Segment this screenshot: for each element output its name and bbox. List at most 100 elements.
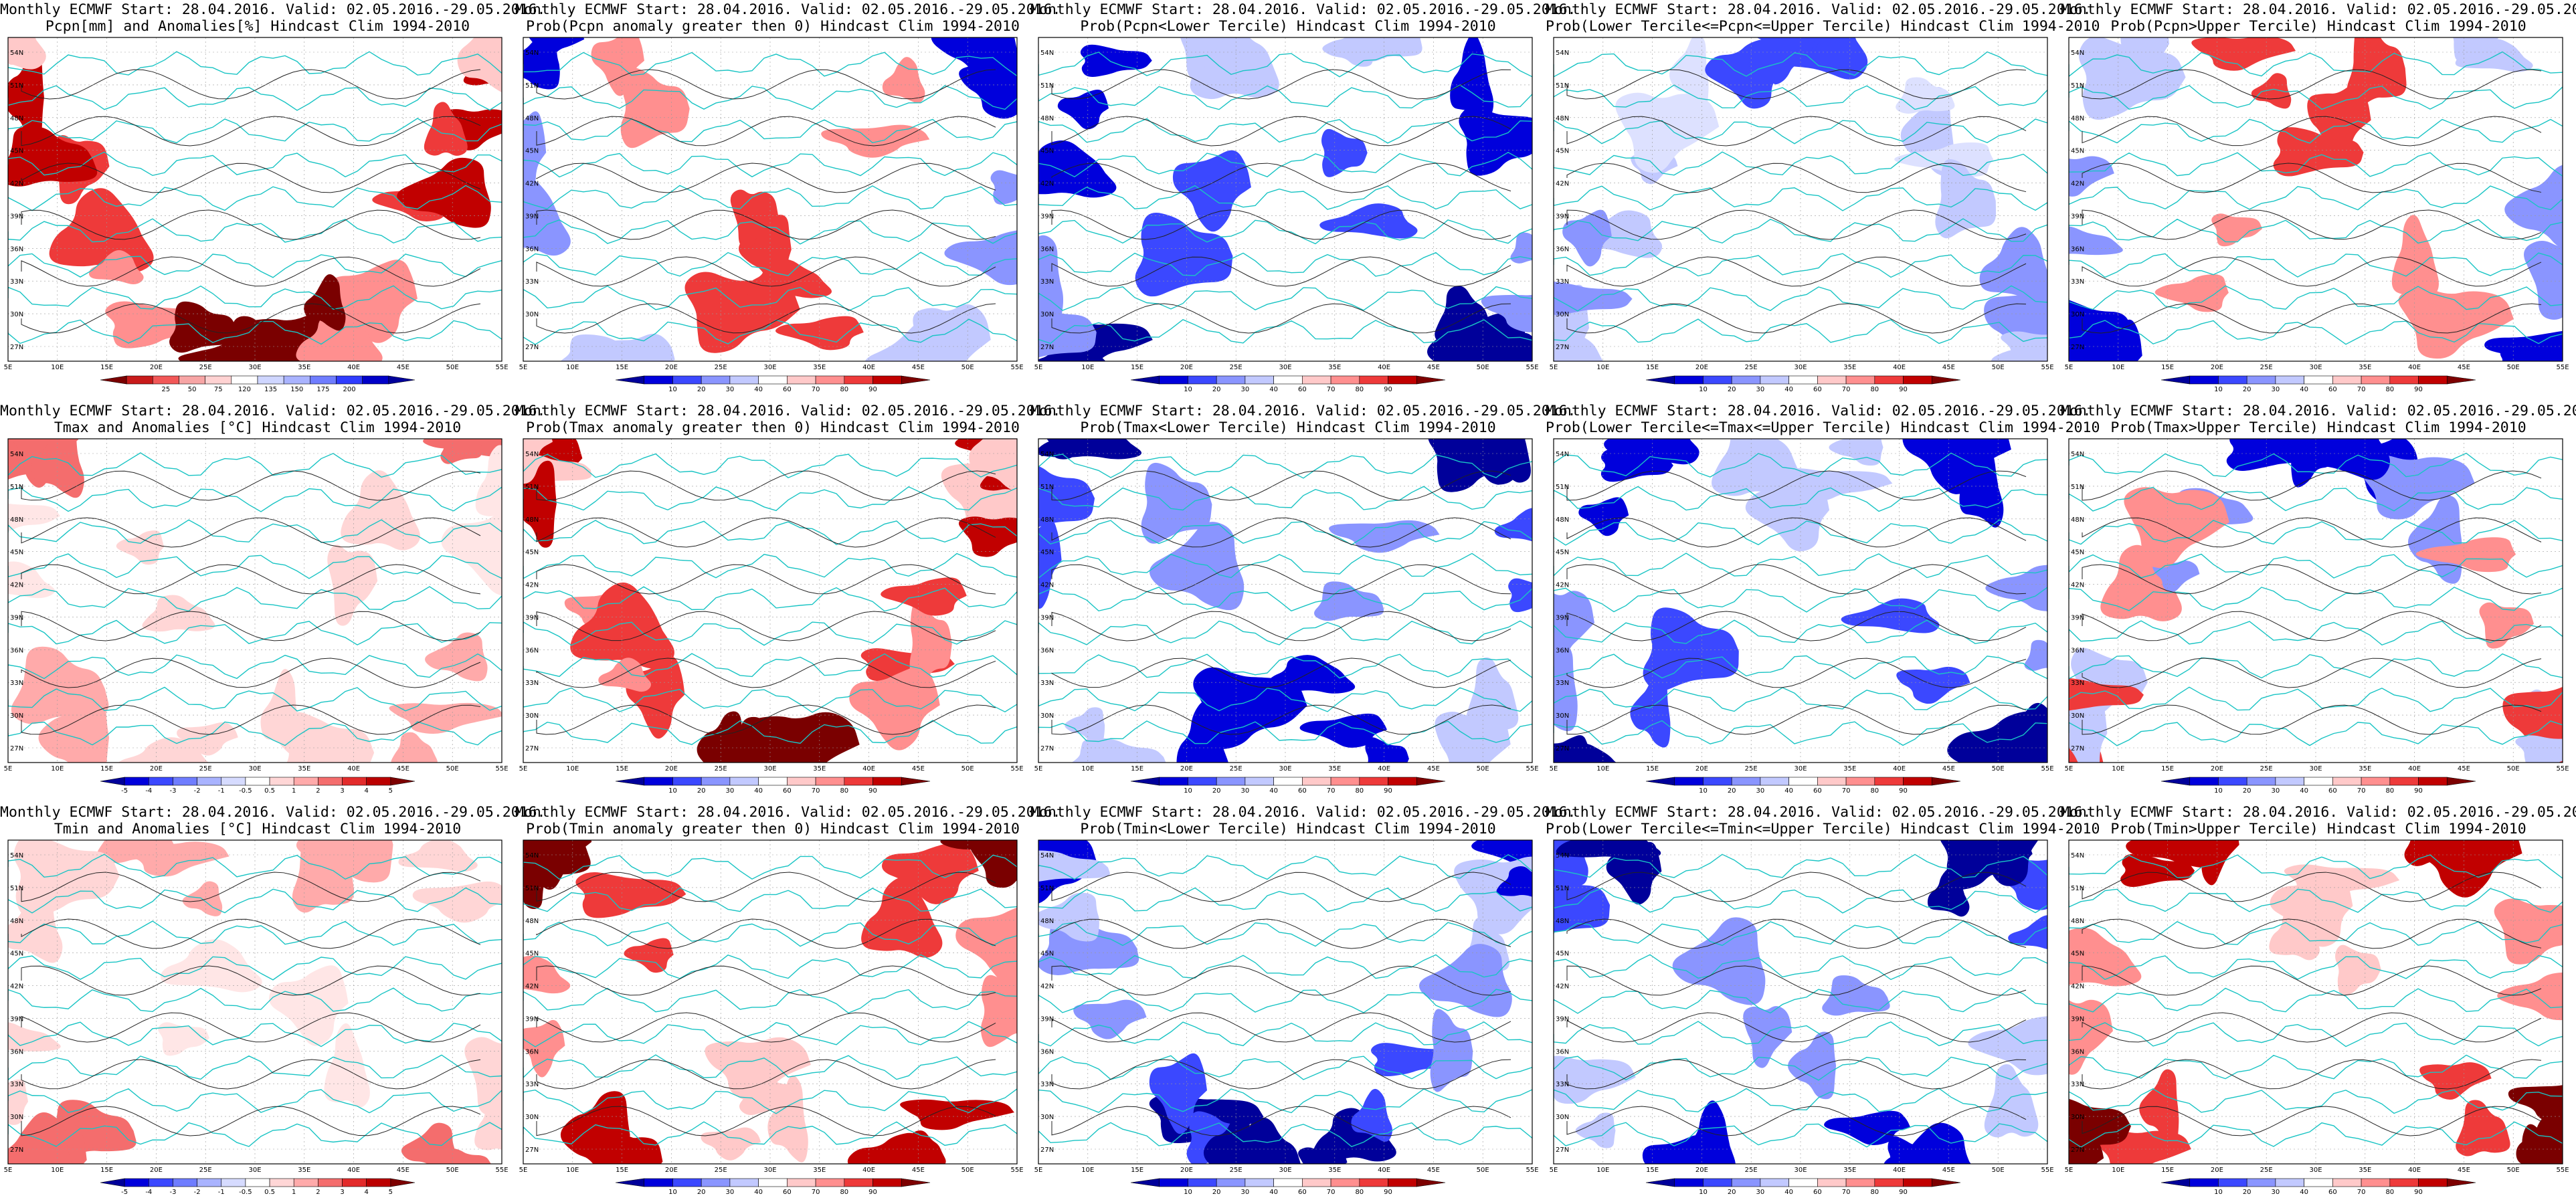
lon-tick-label: 50E — [1992, 765, 2005, 773]
colorbar-segment — [901, 1178, 931, 1187]
panel-title-line2: Prob(Pcpn<Lower Tercile) Hindcast Clim 1… — [1080, 18, 1496, 35]
lat-tick-label: 39N — [525, 213, 539, 220]
shaded-field — [523, 439, 1017, 763]
colorbar-label: 60 — [2328, 1189, 2337, 1196]
colorbar-segment — [1674, 375, 1704, 385]
lon-tick-label: 30E — [2309, 364, 2322, 371]
coastline — [1038, 620, 1532, 645]
lat-tick-label: 48N — [10, 115, 23, 122]
contour-line — [536, 209, 996, 240]
lat-tick-label: 36N — [10, 1048, 23, 1056]
colorbar-segment — [221, 777, 246, 786]
colorbar-label: 70 — [1327, 787, 1336, 795]
coastline — [2069, 520, 2563, 545]
colorbar-segment — [1302, 777, 1331, 786]
colorbar-segment — [1130, 375, 1160, 385]
colorbar-segment — [124, 1178, 149, 1187]
forecast-panel: Monthly ECMWF Start: 28.04.2016. Valid: … — [1030, 0, 1576, 401]
field-shading — [341, 470, 420, 550]
field-shading — [1180, 37, 1225, 81]
lon-tick-label: 30E — [2309, 1167, 2322, 1174]
field-shading — [2291, 439, 2338, 488]
lat-tick-label: 39N — [10, 1015, 23, 1023]
field-shading — [2008, 915, 2047, 950]
colorbar-segment — [245, 777, 270, 786]
colorbar-segment — [1188, 1178, 1217, 1187]
coastline — [1038, 185, 1532, 210]
lat-tick-label: 39N — [10, 614, 23, 621]
lat-tick-label: 51N — [525, 82, 539, 90]
colorbar-label: 30 — [1756, 787, 1765, 795]
colorbar-label: -3 — [169, 1189, 176, 1196]
field-shading — [1556, 840, 1661, 860]
coastline — [523, 185, 1017, 210]
colorbar-label: 80 — [1870, 1189, 1879, 1196]
contour-line — [2082, 704, 2542, 735]
contour-line — [1566, 1012, 2027, 1043]
panel-title-line1: Monthly ECMWF Start: 28.04.2016. Valid: … — [1030, 804, 1576, 821]
colorbar-label: 40 — [1784, 1189, 1793, 1196]
colorbar-segment — [2361, 1178, 2391, 1187]
colorbar-segment — [1845, 777, 1875, 786]
lat-tick-label: 42N — [2071, 181, 2084, 188]
contour-line — [1051, 209, 1511, 240]
lon-tick-label: 15E — [100, 1167, 113, 1174]
contour-line — [2082, 965, 2542, 996]
colorbar-segment — [729, 777, 759, 786]
coastline — [1038, 654, 1532, 679]
lat-tick-label: 54N — [2071, 49, 2084, 57]
field-shading — [2152, 561, 2200, 592]
colorbar-label: 70 — [2357, 386, 2366, 393]
forecast-panel: Monthly ECMWF Start: 28.04.2016. Valid: … — [0, 401, 545, 803]
colorbar-label: 80 — [1870, 787, 1879, 795]
lon-tick-label: 45E — [397, 364, 409, 371]
panel-title-line2: Pcpn[mm] and Anomalies[%] Hindcast Clim … — [45, 18, 470, 35]
lon-tick-label: 10E — [2112, 364, 2124, 371]
lat-tick-label: 51N — [1556, 885, 1569, 892]
field-shading — [864, 320, 954, 361]
panel-title-line2: Prob(Tmin<Lower Tercile) Hindcast Clim 1… — [1080, 821, 1496, 837]
coastline — [523, 1088, 1017, 1114]
lon-tick-label: 35E — [298, 1167, 310, 1174]
colorbar: 10 20 30 40 60 70 80 90 — [1645, 1178, 1961, 1196]
field-shading — [1073, 999, 1147, 1039]
lat-tick-label: 36N — [525, 245, 539, 253]
colorbar-label: 70 — [1327, 1189, 1336, 1196]
colorbar-label: -5 — [121, 787, 128, 795]
field-shading — [324, 1023, 370, 1108]
lon-tick-label: 20E — [2211, 765, 2223, 773]
lon-tick-label: 20E — [1695, 364, 1708, 371]
coastline — [8, 1054, 502, 1081]
field-shading — [2398, 288, 2514, 359]
colorbar-segment — [390, 777, 416, 786]
colorbar-label: 80 — [2385, 1189, 2394, 1196]
colorbar-label: -3 — [169, 787, 176, 795]
lon-tick-label: 15E — [1131, 765, 1143, 773]
contour-line — [1051, 163, 1511, 193]
lat-tick-label: 30N — [2071, 712, 2084, 720]
colorbar-segment — [872, 1178, 902, 1187]
lat-tick-label: 36N — [1040, 245, 1054, 253]
contour-line — [536, 1106, 996, 1136]
field-shading — [1554, 314, 1603, 361]
lon-tick-label: 20E — [665, 765, 678, 773]
field-shading — [304, 274, 346, 331]
field-shading — [2069, 928, 2142, 987]
field-shading — [296, 310, 383, 361]
lon-tick-label: 10E — [1596, 1167, 1609, 1174]
lon-tick-label: 45E — [2458, 364, 2470, 371]
lon-tick-label: 55E — [2041, 364, 2053, 371]
colorbar-label: -1 — [218, 1189, 225, 1196]
colorbar-segment — [615, 375, 645, 385]
colorbar-label: -4 — [145, 787, 152, 795]
colorbar-segment — [1931, 1178, 1961, 1187]
lon-tick-label: 5E — [519, 1167, 528, 1174]
colorbar-segment — [231, 375, 258, 385]
forecast-panel: Monthly ECMWF Start: 28.04.2016. Valid: … — [1546, 803, 2100, 1204]
colorbar-segment — [362, 375, 389, 385]
colorbar: 10 20 30 40 60 70 80 90 — [615, 777, 931, 795]
field-shading — [464, 1037, 502, 1116]
coastline — [1554, 452, 2047, 478]
colorbar-segment — [2304, 1178, 2333, 1187]
colorbar-label: 90 — [1384, 787, 1392, 795]
